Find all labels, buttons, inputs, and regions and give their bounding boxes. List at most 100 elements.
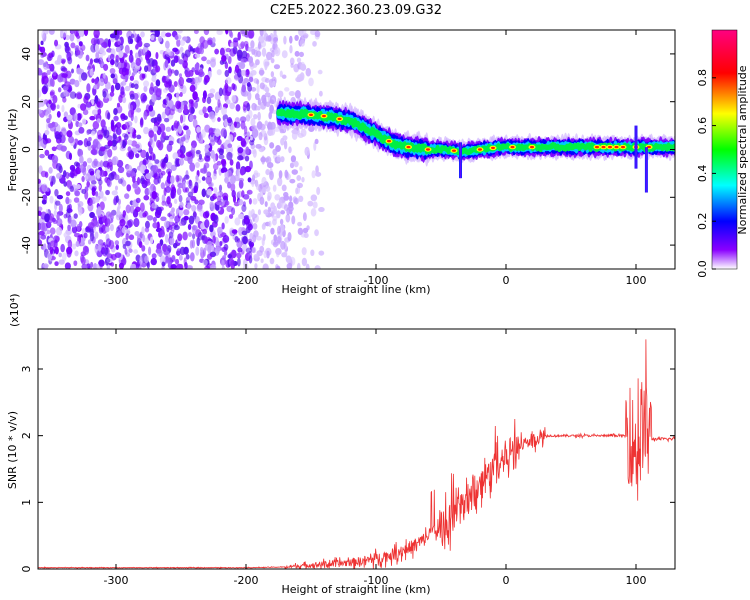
noise-blob <box>297 221 303 227</box>
noise-blob <box>94 95 99 104</box>
noise-blob <box>217 99 221 108</box>
noise-blob <box>69 185 75 192</box>
noise-blob <box>89 211 95 219</box>
noise-blob <box>276 154 281 163</box>
noise-blob <box>190 185 195 194</box>
noise-blob <box>155 51 159 60</box>
noise-blob <box>294 34 299 41</box>
noise-blob <box>182 180 186 190</box>
noise-blob <box>95 207 102 217</box>
noise-blob <box>227 143 233 148</box>
noise-blob <box>141 179 148 189</box>
noise-blob <box>145 172 152 180</box>
noise-blob <box>90 130 96 136</box>
noise-blob <box>114 185 119 191</box>
noise-blob <box>212 37 216 44</box>
noise-blob <box>175 174 180 183</box>
noise-blob <box>157 35 163 43</box>
noise-blob <box>178 254 183 261</box>
noise-blob <box>285 255 292 264</box>
noise-blob <box>226 169 232 178</box>
noise-blob <box>266 250 270 259</box>
snr-xlabel: Height of straight line (km) <box>281 583 430 596</box>
noise-blob <box>248 56 254 64</box>
noise-blob <box>195 132 202 142</box>
noise-blob <box>270 202 276 210</box>
noise-blob <box>103 63 109 71</box>
noise-blob <box>246 131 250 138</box>
noise-blob <box>164 59 169 69</box>
noise-blob <box>56 213 60 221</box>
noise-blob <box>221 259 225 267</box>
noise-blob <box>293 63 300 73</box>
noise-blob <box>135 57 142 66</box>
noise-blob <box>314 138 319 145</box>
noise-blob <box>140 31 145 38</box>
noise-blob <box>198 69 204 76</box>
noise-blob <box>256 105 261 111</box>
noise-blob <box>111 139 117 147</box>
noise-blob <box>98 179 103 186</box>
x-tick-label: -100 <box>364 574 389 587</box>
noise-blob <box>278 199 283 209</box>
noise-blob <box>168 140 174 146</box>
noise-blob <box>46 107 52 115</box>
noise-blob <box>90 174 96 183</box>
noise-blob <box>99 160 104 168</box>
noise-blob <box>247 177 252 183</box>
noise-blob <box>147 246 152 256</box>
noise-blob <box>236 49 243 59</box>
noise-blob <box>129 75 135 81</box>
noise-blob <box>160 161 167 170</box>
noise-blob <box>141 226 145 235</box>
noise-blob <box>109 91 115 97</box>
noise-blob <box>233 84 237 92</box>
noise-blob <box>43 83 49 93</box>
noise-blob <box>265 51 273 61</box>
noise-blob <box>108 172 115 181</box>
noise-blob <box>240 69 247 76</box>
noise-blob <box>209 201 214 208</box>
noise-blob <box>54 261 59 267</box>
noise-blob <box>118 262 125 269</box>
noise-blob <box>225 30 229 35</box>
noise-blob <box>94 244 99 254</box>
noise-blob <box>273 234 278 242</box>
noise-blob <box>133 67 138 75</box>
noise-blob <box>69 107 76 116</box>
noise-blob <box>213 187 218 194</box>
noise-blob <box>118 30 123 36</box>
noise-blob <box>46 69 51 75</box>
noise-blob <box>224 216 229 224</box>
noise-blob <box>172 242 178 249</box>
noise-blob <box>207 240 213 247</box>
y-tick-label: -20 <box>20 188 33 206</box>
noise-blob <box>38 178 41 184</box>
noise-blob <box>282 135 288 141</box>
noise-blob <box>217 138 222 146</box>
colorbar-tick-label: 0.8 <box>696 69 709 87</box>
noise-blob <box>144 227 150 233</box>
noise-blob <box>222 235 230 243</box>
y-tick-label: 2 <box>20 432 33 439</box>
noise-blob <box>97 244 102 252</box>
noise-blob <box>247 223 253 231</box>
noise-blob <box>265 169 270 176</box>
hot-spot <box>387 139 391 143</box>
noise-blob <box>115 127 122 136</box>
noise-blob <box>184 262 188 269</box>
noise-blob <box>60 145 67 152</box>
noise-blob <box>143 80 150 88</box>
noise-blob <box>98 78 105 87</box>
noise-blob <box>86 157 93 164</box>
noise-blob <box>70 42 76 49</box>
noise-blob <box>168 84 175 93</box>
noise-blob <box>195 174 199 181</box>
noise-blob <box>38 222 42 231</box>
noise-blob <box>281 50 288 59</box>
noise-blob <box>159 229 165 238</box>
noise-blob <box>129 93 135 100</box>
noise-blob <box>181 52 185 59</box>
noise-blob <box>291 129 298 135</box>
noise-blob <box>142 159 147 166</box>
